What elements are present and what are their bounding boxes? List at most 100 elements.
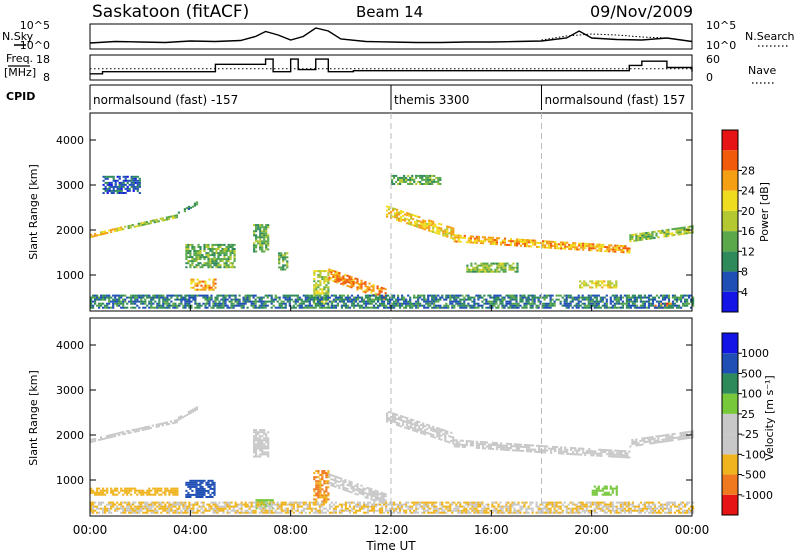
- power-cell: [381, 291, 383, 293]
- power-cell: [387, 295, 389, 297]
- velocity-cell: [303, 502, 305, 504]
- power-cell: [154, 221, 156, 223]
- velocity-cell: [550, 452, 552, 454]
- power-cell: [582, 299, 584, 301]
- velocity-cell: [427, 506, 429, 508]
- power-cell: [325, 290, 327, 292]
- power-cell: [104, 299, 106, 301]
- power-cell: [425, 175, 427, 177]
- power-cell: [319, 303, 321, 305]
- velocity-cell: [259, 447, 261, 449]
- power-cell: [574, 242, 576, 244]
- velocity-cell: [665, 436, 667, 438]
- power-cell: [614, 249, 616, 251]
- power-cell: [680, 229, 682, 231]
- velocity-cell: [259, 504, 261, 506]
- power-cell: [182, 307, 184, 309]
- power-cell: [251, 305, 253, 307]
- velocity-cell: [146, 512, 148, 514]
- velocity-cell: [381, 494, 383, 496]
- velocity-cell: [144, 426, 146, 428]
- velocity-cell: [195, 492, 197, 494]
- velocity-cell: [520, 444, 522, 446]
- velocity-cell: [249, 502, 251, 504]
- power-cell: [371, 301, 373, 303]
- velocity-cell: [443, 510, 445, 512]
- velocity-cell: [229, 506, 231, 508]
- power-cell: [395, 299, 397, 301]
- power-cell: [188, 301, 190, 303]
- power-cell: [546, 247, 548, 249]
- power-cell: [626, 247, 628, 249]
- velocity-cell: [104, 438, 106, 440]
- power-cell: [562, 305, 564, 307]
- power-cell: [338, 276, 340, 278]
- power-cell: [178, 303, 180, 305]
- velocity-cell: [148, 490, 150, 492]
- velocity-cell: [116, 506, 118, 508]
- power-cell: [596, 250, 598, 252]
- velocity-cell: [102, 512, 104, 514]
- power-cell: [116, 299, 118, 301]
- power-cell: [350, 276, 352, 278]
- velocity-cell: [436, 433, 438, 435]
- power-cell: [630, 301, 632, 303]
- velocity-cell: [112, 506, 114, 508]
- power-cell: [628, 299, 630, 301]
- power-cell: [602, 299, 604, 301]
- velocity-cell: [385, 508, 387, 510]
- power-cell: [645, 232, 647, 234]
- power-cell: [418, 224, 420, 226]
- power-cell: [206, 303, 208, 305]
- power-cell: [215, 266, 217, 268]
- power-cell: [156, 219, 158, 221]
- velocity-cell: [340, 478, 342, 480]
- power-cell: [185, 258, 187, 260]
- power-cell: [282, 260, 284, 262]
- power-cell: [198, 281, 200, 283]
- power-cell: [315, 284, 317, 286]
- velocity-cell: [297, 510, 299, 512]
- velocity-cell: [191, 484, 193, 486]
- power-cell: [192, 297, 194, 299]
- velocity-cell: [441, 512, 443, 514]
- power-cell: [587, 284, 589, 286]
- power-cell: [504, 271, 506, 273]
- velocity-cell: [325, 476, 327, 478]
- power-cell: [641, 239, 643, 241]
- power-cell: [476, 267, 478, 269]
- power-cell: [578, 299, 580, 301]
- velocity-cell: [372, 495, 374, 497]
- velocity-cell: [196, 406, 198, 408]
- power-cell: [413, 295, 415, 297]
- power-cell: [301, 303, 303, 305]
- velocity-cell: [94, 438, 96, 440]
- power-cell: [148, 297, 150, 299]
- velocity-cell: [453, 502, 455, 504]
- power-cell: [223, 256, 225, 258]
- power-cell: [263, 301, 265, 303]
- power-cell: [576, 303, 578, 305]
- power-cell: [303, 303, 305, 305]
- velocity-cell: [608, 451, 610, 453]
- power-cell: [204, 295, 206, 297]
- velocity-cell: [122, 431, 124, 433]
- power-cell: [600, 250, 602, 252]
- power-cell: [579, 284, 581, 286]
- velocity-cell: [684, 434, 686, 436]
- velocity-cell: [332, 485, 334, 487]
- power-cell: [412, 218, 414, 220]
- velocity-cell: [460, 444, 462, 446]
- power-cell: [427, 181, 429, 183]
- power-cell: [329, 307, 331, 309]
- power-cell: [632, 295, 634, 297]
- power-cell: [205, 256, 207, 258]
- power-cell: [425, 177, 427, 179]
- velocity-cell: [108, 435, 110, 437]
- power-cell: [494, 269, 496, 271]
- velocity-cell: [399, 510, 401, 512]
- velocity-cell: [600, 490, 602, 492]
- velocity-cell: [386, 413, 388, 415]
- power-cell: [451, 295, 453, 297]
- power-cell: [642, 305, 644, 307]
